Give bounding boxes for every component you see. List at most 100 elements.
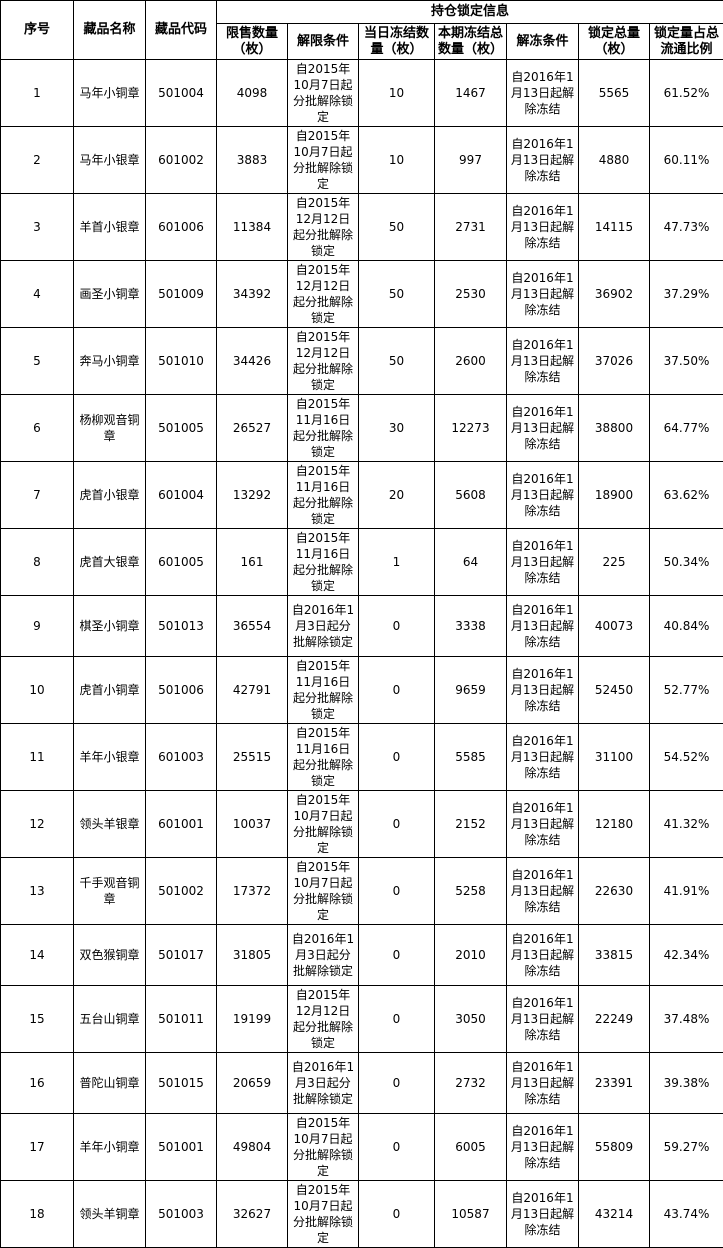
cell-code: 501011 <box>146 986 217 1053</box>
cell-code: 501017 <box>146 925 217 986</box>
cell-index: 14 <box>1 925 74 986</box>
cell-restricted-qty: 161 <box>217 529 288 596</box>
cell-locked-ratio: 50.34% <box>650 529 723 596</box>
cell-code: 501003 <box>146 1181 217 1248</box>
cell-unlock-condition: 自2016年1月3日起分批解除锁定 <box>288 596 359 657</box>
cell-locked-total: 4880 <box>579 127 650 194</box>
cell-index: 13 <box>1 858 74 925</box>
cell-restricted-qty: 19199 <box>217 986 288 1053</box>
cell-frozen-today: 1 <box>359 529 435 596</box>
cell-frozen-today: 50 <box>359 328 435 395</box>
cell-restricted-qty: 3883 <box>217 127 288 194</box>
cell-name: 杨柳观音铜章 <box>74 395 146 462</box>
cell-index: 2 <box>1 127 74 194</box>
cell-index: 4 <box>1 261 74 328</box>
cell-restricted-qty: 13292 <box>217 462 288 529</box>
cell-index: 11 <box>1 724 74 791</box>
cell-code: 501004 <box>146 60 217 127</box>
cell-frozen-total: 3050 <box>435 986 507 1053</box>
col-header-frozen-total: 本期冻结总数量（枚） <box>435 24 507 60</box>
cell-frozen-today: 0 <box>359 791 435 858</box>
cell-locked-total: 36902 <box>579 261 650 328</box>
cell-locked-total: 23391 <box>579 1053 650 1114</box>
cell-unlock-condition: 自2016年1月3日起分批解除锁定 <box>288 925 359 986</box>
cell-code: 601004 <box>146 462 217 529</box>
cell-index: 8 <box>1 529 74 596</box>
cell-locked-total: 38800 <box>579 395 650 462</box>
cell-locked-total: 37026 <box>579 328 650 395</box>
cell-frozen-total: 9659 <box>435 657 507 724</box>
cell-code: 501006 <box>146 657 217 724</box>
cell-locked-total: 33815 <box>579 925 650 986</box>
cell-name: 棋圣小铜章 <box>74 596 146 657</box>
cell-locked-total: 55809 <box>579 1114 650 1181</box>
cell-unfreeze-condition: 自2016年1月13日起解除冻结 <box>507 1181 579 1248</box>
cell-unfreeze-condition: 自2016年1月13日起解除冻结 <box>507 858 579 925</box>
cell-frozen-today: 0 <box>359 858 435 925</box>
cell-unfreeze-condition: 自2016年1月13日起解除冻结 <box>507 724 579 791</box>
cell-frozen-total: 1467 <box>435 60 507 127</box>
cell-unlock-condition: 自2015年11月16日起分批解除锁定 <box>288 462 359 529</box>
col-header-frozen-today: 当日冻结数量（枚） <box>359 24 435 60</box>
cell-unlock-condition: 自2015年10月7日起分批解除锁定 <box>288 127 359 194</box>
cell-frozen-today: 0 <box>359 925 435 986</box>
cell-frozen-total: 3338 <box>435 596 507 657</box>
cell-locked-total: 225 <box>579 529 650 596</box>
cell-index: 17 <box>1 1114 74 1181</box>
cell-frozen-total: 5608 <box>435 462 507 529</box>
cell-unlock-condition: 自2015年12月12日起分批解除锁定 <box>288 194 359 261</box>
cell-name: 五台山铜章 <box>74 986 146 1053</box>
cell-unfreeze-condition: 自2016年1月13日起解除冻结 <box>507 127 579 194</box>
cell-code: 601003 <box>146 724 217 791</box>
cell-code: 601002 <box>146 127 217 194</box>
cell-locked-ratio: 47.73% <box>650 194 723 261</box>
cell-restricted-qty: 25515 <box>217 724 288 791</box>
cell-frozen-total: 64 <box>435 529 507 596</box>
cell-locked-total: 22630 <box>579 858 650 925</box>
cell-name: 双色猴铜章 <box>74 925 146 986</box>
cell-unfreeze-condition: 自2016年1月13日起解除冻结 <box>507 1114 579 1181</box>
cell-frozen-today: 50 <box>359 194 435 261</box>
cell-unfreeze-condition: 自2016年1月13日起解除冻结 <box>507 925 579 986</box>
cell-restricted-qty: 20659 <box>217 1053 288 1114</box>
cell-unfreeze-condition: 自2016年1月13日起解除冻结 <box>507 462 579 529</box>
cell-frozen-today: 0 <box>359 986 435 1053</box>
cell-index: 9 <box>1 596 74 657</box>
cell-code: 501009 <box>146 261 217 328</box>
cell-code: 501013 <box>146 596 217 657</box>
cell-locked-ratio: 59.27% <box>650 1114 723 1181</box>
cell-unfreeze-condition: 自2016年1月13日起解除冻结 <box>507 194 579 261</box>
cell-frozen-total: 10587 <box>435 1181 507 1248</box>
cell-restricted-qty: 49804 <box>217 1114 288 1181</box>
cell-frozen-today: 30 <box>359 395 435 462</box>
cell-restricted-qty: 10037 <box>217 791 288 858</box>
cell-index: 18 <box>1 1181 74 1248</box>
cell-code: 601005 <box>146 529 217 596</box>
cell-restricted-qty: 34426 <box>217 328 288 395</box>
cell-code: 501015 <box>146 1053 217 1114</box>
cell-unfreeze-condition: 自2016年1月13日起解除冻结 <box>507 791 579 858</box>
cell-frozen-today: 10 <box>359 127 435 194</box>
cell-unlock-condition: 自2015年11月16日起分批解除锁定 <box>288 724 359 791</box>
cell-name: 马年小铜章 <box>74 60 146 127</box>
cell-code: 501001 <box>146 1114 217 1181</box>
cell-frozen-total: 2600 <box>435 328 507 395</box>
cell-code: 501010 <box>146 328 217 395</box>
cell-name: 奔马小铜章 <box>74 328 146 395</box>
cell-locked-ratio: 37.50% <box>650 328 723 395</box>
cell-unfreeze-condition: 自2016年1月13日起解除冻结 <box>507 596 579 657</box>
cell-index: 7 <box>1 462 74 529</box>
cell-locked-ratio: 52.77% <box>650 657 723 724</box>
cell-name: 领头羊铜章 <box>74 1181 146 1248</box>
cell-index: 1 <box>1 60 74 127</box>
cell-name: 马年小银章 <box>74 127 146 194</box>
cell-unlock-condition: 自2015年12月12日起分批解除锁定 <box>288 986 359 1053</box>
cell-frozen-today: 0 <box>359 657 435 724</box>
cell-unlock-condition: 自2015年10月7日起分批解除锁定 <box>288 60 359 127</box>
